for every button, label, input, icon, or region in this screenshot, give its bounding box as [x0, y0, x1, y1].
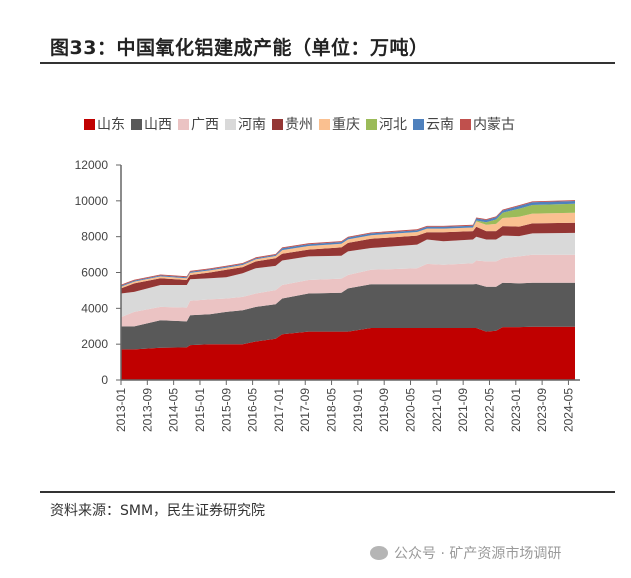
- legend: 山东 山西 广西 河南 贵州 重庆 河北 云南 内蒙古: [84, 114, 515, 134]
- x-tick-label: 2017-01: [272, 388, 286, 432]
- y-tick-label: 10000: [75, 194, 109, 208]
- area-series-山东: [121, 326, 575, 380]
- y-tick-label: 4000: [81, 301, 108, 315]
- x-tick-label: 2013-09: [140, 388, 154, 432]
- legend-item: 山西: [131, 114, 172, 134]
- x-tick-label: 2019-09: [377, 388, 391, 432]
- x-tick-label: 2013-01: [114, 388, 128, 432]
- x-tick-label: 2017-09: [298, 388, 312, 432]
- figure-title: 图33：中国氧化铝建成产能（单位：万吨）: [50, 37, 429, 59]
- legend-item: 云南: [413, 114, 454, 134]
- y-tick-label: 12000: [75, 158, 109, 172]
- x-tick-label: 2020-05: [404, 388, 418, 432]
- wechat-icon: [370, 546, 388, 560]
- x-tick-label: 2023-09: [535, 388, 549, 432]
- y-tick-label: 8000: [81, 230, 108, 244]
- x-tick-label: 2021-01: [430, 388, 444, 432]
- legend-item: 河北: [366, 114, 407, 134]
- legend-swatch: [319, 118, 330, 130]
- footer-divider: [40, 491, 615, 493]
- legend-swatch: [366, 118, 377, 130]
- title-divider: [40, 62, 615, 64]
- area-series-贵州: [121, 222, 575, 294]
- x-tick-label: 2021-09: [456, 388, 470, 432]
- legend-label: 贵州: [285, 117, 313, 133]
- x-tick-label: 2014-05: [167, 388, 181, 432]
- legend-label: 内蒙古: [473, 117, 515, 133]
- x-tick-label: 2019-01: [351, 388, 365, 432]
- legend-label: 重庆: [332, 117, 360, 133]
- legend-swatch: [225, 118, 236, 130]
- legend-item: 河南: [225, 114, 266, 134]
- source-note: 资料来源：SMM，民生证券研究院: [50, 503, 266, 519]
- legend-swatch: [413, 118, 424, 130]
- x-tick-label: 2024-05: [561, 388, 575, 432]
- x-tick-label: 2015-09: [219, 388, 233, 432]
- y-tick-label: 2000: [81, 337, 108, 351]
- x-tick-label: 2018-05: [325, 388, 339, 432]
- legend-label: 山西: [144, 117, 172, 133]
- legend-label: 山东: [97, 117, 125, 133]
- legend-item: 山东: [84, 114, 125, 134]
- legend-label: 广西: [191, 117, 219, 133]
- legend-label: 云南: [426, 117, 454, 133]
- area-series-河南: [121, 232, 575, 318]
- legend-swatch: [178, 118, 189, 130]
- legend-swatch: [131, 118, 142, 130]
- area-series-广西: [121, 254, 575, 327]
- legend-swatch: [272, 118, 283, 130]
- area-series-重庆: [121, 212, 575, 289]
- legend-item: 重庆: [319, 114, 360, 134]
- area-series-河北: [121, 203, 575, 287]
- area-series-山西: [121, 282, 575, 350]
- watermark-text: 公众号 · 矿产资源市场调研: [394, 546, 562, 562]
- y-tick-label: 0: [101, 373, 108, 387]
- legend-item: 贵州: [272, 114, 313, 134]
- legend-item: 内蒙古: [460, 114, 515, 134]
- x-tick-label: 2016-05: [246, 388, 260, 432]
- legend-label: 河南: [238, 117, 266, 133]
- legend-item: 广西: [178, 114, 219, 134]
- y-tick-label: 6000: [81, 266, 108, 280]
- x-tick-label: 2023-01: [509, 388, 523, 432]
- legend-label: 河北: [379, 117, 407, 133]
- x-tick-label: 2022-05: [482, 388, 496, 432]
- watermark: 公众号 · 矿产资源市场调研: [370, 543, 561, 563]
- legend-swatch: [460, 118, 471, 130]
- x-tick-label: 2015-01: [193, 388, 207, 432]
- legend-swatch: [84, 118, 95, 130]
- area-series-云南: [121, 201, 575, 287]
